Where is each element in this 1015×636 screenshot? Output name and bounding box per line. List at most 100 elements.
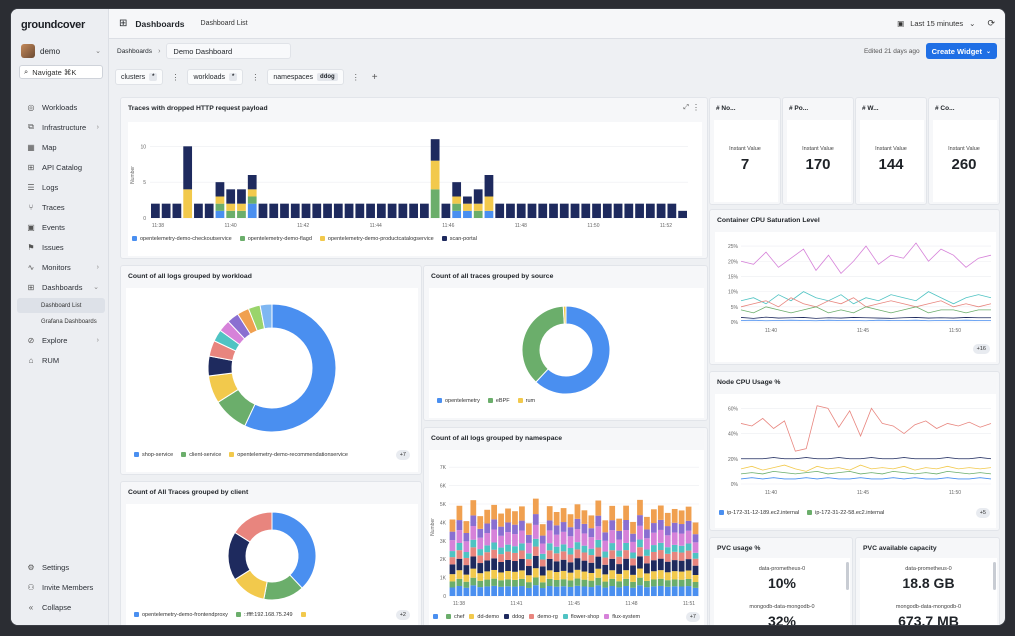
stat-value: 170 bbox=[805, 156, 831, 173]
expand-icon[interactable]: ⤢ bbox=[683, 104, 689, 111]
legend-item[interactable] bbox=[300, 612, 309, 618]
sidebar-item-workloads[interactable]: ◎ Workloads bbox=[17, 97, 105, 117]
legend-item[interactable]: opentelemetry-demo-checkoutservice bbox=[132, 236, 232, 242]
legend-more-badge[interactable]: +7 bbox=[395, 450, 410, 460]
widget-logs-by-namespace[interactable]: Count of all logs grouped by namespace 0… bbox=[423, 427, 708, 625]
scrollbar[interactable] bbox=[846, 562, 849, 590]
bar-segment bbox=[630, 541, 636, 553]
bar-segment bbox=[456, 558, 463, 571]
widget-title: PVC available capacity bbox=[863, 545, 937, 552]
edited-status: Edited 21 days ago bbox=[863, 47, 920, 55]
filter-workloads[interactable]: workloads * bbox=[187, 69, 244, 85]
more-icon[interactable]: ⋮ bbox=[692, 103, 700, 112]
legend-item[interactable]: scan-portal bbox=[441, 236, 477, 242]
user-menu[interactable]: demo ⌄ bbox=[21, 43, 101, 59]
widget-cpu-saturation[interactable]: Container CPU Saturation Level 0% 5% 10% 15… bbox=[709, 209, 1000, 365]
legend-item[interactable]: shop-service bbox=[134, 452, 173, 458]
bar-segment bbox=[532, 498, 539, 515]
sidebar-subitem-grafana-dashboards[interactable]: Grafana Dashboards bbox=[41, 318, 97, 325]
legend-item[interactable]: flower-shop bbox=[562, 614, 599, 620]
legend-item[interactable]: ip-172-31-12-189.ec2.internal bbox=[719, 510, 799, 516]
bar-segment bbox=[546, 570, 553, 579]
legend-item[interactable]: dd-demo bbox=[469, 614, 499, 620]
y-tick-label: 25% bbox=[728, 244, 739, 250]
legend-item[interactable]: ddog bbox=[504, 614, 524, 620]
more-icon[interactable]: ⋮ bbox=[251, 72, 260, 82]
sidebar-item-api-catalog[interactable]: ⊞ API Catalog bbox=[17, 157, 105, 177]
widget-traces-dropped[interactable]: Traces with dropped HTTP request payload… bbox=[120, 97, 708, 259]
sidebar-item-issues[interactable]: ⚑ Issues bbox=[17, 237, 105, 257]
bar-segment bbox=[650, 532, 657, 546]
widget-traces-by-client[interactable]: Count of All Traces grouped by client op… bbox=[120, 481, 422, 625]
filter-clusters[interactable]: clusters * bbox=[115, 69, 164, 85]
sidebar-subitem-dashboard-list[interactable]: Dashboard List bbox=[17, 298, 105, 313]
tab-dashboard-list[interactable]: Dashboard List bbox=[200, 20, 248, 27]
sidebar-item-explore[interactable]: ⊘ Explore › bbox=[17, 330, 105, 350]
widget-stat-workloads[interactable]: # W... Instant Value 144 bbox=[855, 97, 927, 205]
add-filter-icon[interactable]: + bbox=[371, 71, 378, 83]
legend-more-badge[interactable]: +5 bbox=[975, 508, 990, 518]
bar-segment bbox=[512, 561, 518, 572]
create-widget-button[interactable]: Create Widget ⌄ bbox=[925, 43, 997, 59]
sidebar-item-settings[interactable]: ⚙ Settings bbox=[17, 557, 105, 577]
legend-more-badge[interactable]: +2 bbox=[395, 610, 410, 620]
bar-segment bbox=[678, 510, 685, 525]
stat-value: 260 bbox=[951, 156, 977, 173]
bar-segment bbox=[473, 189, 483, 204]
legend-item[interactable]: client-service bbox=[181, 452, 221, 458]
legend-item[interactable]: opentelemetry-demo-frontendproxy bbox=[134, 612, 228, 618]
legend-item[interactable]: flux-system bbox=[604, 614, 640, 620]
scrollbar[interactable] bbox=[993, 562, 996, 590]
sidebar-item-map[interactable]: ▦ Map bbox=[17, 137, 105, 157]
legend-more-badge[interactable]: +7 bbox=[685, 612, 700, 622]
refresh-icon[interactable]: ⟳ bbox=[987, 18, 995, 28]
legend-item[interactable]: opentelemetry bbox=[437, 398, 480, 404]
sidebar-item-invite-members[interactable]: ⚇ Invite Members bbox=[17, 577, 105, 597]
widget-node-cpu[interactable]: Node CPU Usage % 0% 20% 40% 60% 11:40 11:45 11… bbox=[709, 371, 1000, 531]
breadcrumb[interactable]: Dashboards bbox=[117, 47, 153, 55]
dashboard-name-input[interactable]: Demo Dashboard bbox=[166, 43, 292, 59]
legend-item[interactable]: demo-rg bbox=[529, 614, 558, 620]
navigate-search[interactable]: ⌕ Navigate ⌘K bbox=[19, 65, 103, 79]
bar-segment bbox=[588, 537, 595, 549]
sidebar-item-monitors[interactable]: ∿ Monitors › bbox=[17, 257, 105, 277]
sidebar-item-label: RUM bbox=[42, 355, 60, 365]
more-icon[interactable]: ⋮ bbox=[171, 72, 180, 82]
legend-item[interactable]: eBPF bbox=[487, 398, 510, 404]
widget-logs-by-workload[interactable]: Count of all logs grouped by workload sh… bbox=[120, 265, 422, 475]
bar-segment bbox=[456, 570, 463, 579]
bar-segment bbox=[630, 581, 636, 588]
legend-item[interactable]: rum bbox=[517, 398, 535, 404]
legend-item[interactable]: opentelemetry-demo-recommendationservice bbox=[229, 452, 348, 458]
bar-segment bbox=[685, 586, 692, 596]
filter-namespaces[interactable]: namespaces ddog bbox=[267, 69, 344, 85]
sidebar-item-logs[interactable]: ☰ Logs bbox=[17, 177, 105, 197]
bar-segment bbox=[602, 557, 609, 565]
widget-body bbox=[933, 120, 997, 202]
bar-segment bbox=[588, 562, 595, 573]
legend-more-badge[interactable]: +16 bbox=[972, 344, 990, 354]
legend-item[interactable]: ip-172-31-22-58.ec2.internal bbox=[807, 510, 884, 516]
widget-stat-containers[interactable]: # Co... Instant Value 260 bbox=[928, 97, 1000, 205]
sidebar-item-traces[interactable]: ⑂ Traces bbox=[17, 197, 105, 217]
widget-stat-nodes[interactable]: # No... Instant Value 7 bbox=[709, 97, 781, 205]
sidebar-item-dashboards[interactable]: ⊞ Dashboards ⌄ bbox=[17, 277, 105, 297]
widget-pvc-usage[interactable]: PVC usage % data-prometheus-0 10% mongod… bbox=[709, 537, 853, 625]
sidebar-item-infrastructure[interactable]: ⧉ Infrastructure › bbox=[17, 117, 105, 137]
bar-segment bbox=[623, 542, 629, 551]
time-picker[interactable]: ▣ Last 15 minutes ⌄ ⟳ bbox=[897, 18, 995, 29]
widget-traces-by-source[interactable]: Count of all traces grouped by source op… bbox=[423, 265, 708, 421]
sidebar-item-collapse[interactable]: « Collapse bbox=[17, 597, 105, 617]
legend-item[interactable] bbox=[433, 614, 441, 620]
legend-item[interactable]: chef bbox=[446, 614, 464, 620]
sidebar-item-rum[interactable]: ⌂ RUM bbox=[17, 350, 105, 370]
widget-pvc-capacity[interactable]: PVC available capacity data-prometheus-0… bbox=[855, 537, 1000, 625]
legend-item[interactable]: ::ffff:192.168.75.249 bbox=[235, 612, 293, 618]
legend-item[interactable]: opentelemetry-demo-flagd bbox=[239, 236, 312, 242]
dashboard-icon: ⊞ bbox=[27, 282, 35, 292]
widget-stat-pods[interactable]: # Po... Instant Value 170 bbox=[782, 97, 854, 205]
sidebar-item-events[interactable]: ▣ Events bbox=[17, 217, 105, 237]
bar-segment bbox=[592, 203, 601, 218]
legend-item[interactable]: opentelemetry-demo-productcatalogservice bbox=[319, 236, 434, 242]
more-icon[interactable]: ⋮ bbox=[351, 72, 360, 82]
